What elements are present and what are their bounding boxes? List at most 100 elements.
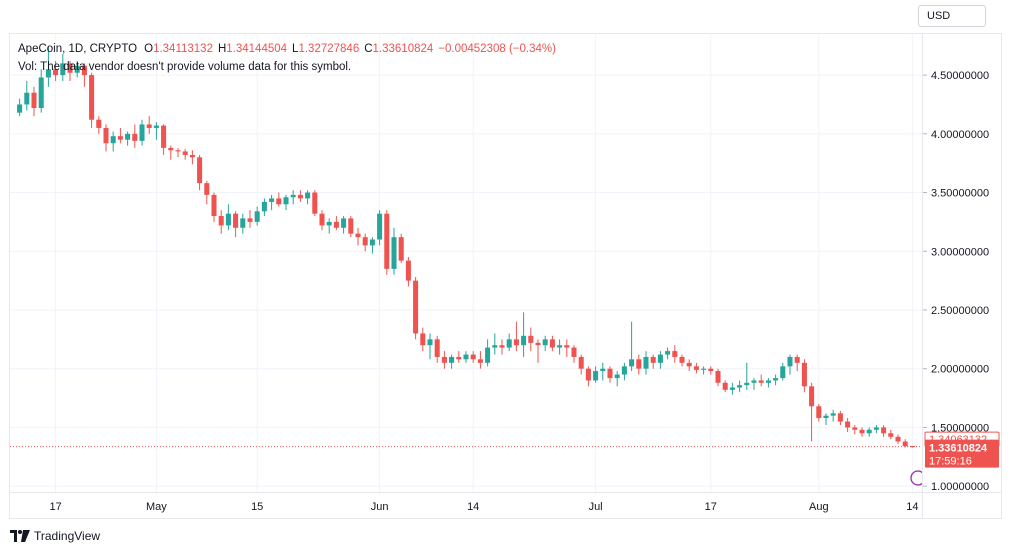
- candle: [197, 154, 203, 191]
- candle-body: [211, 194, 217, 217]
- candle: [866, 427, 872, 437]
- candle: [362, 233, 368, 252]
- time-axis[interactable]: 17May15Jun14Jul17Aug14Sep: [10, 492, 922, 519]
- candle: [81, 63, 87, 87]
- brand-name: TradingView: [34, 529, 101, 543]
- grid-lines: [10, 34, 922, 492]
- candle: [751, 378, 757, 390]
- price-axis-svg: 1.00000000 1.50000000 2.00000000 2.50000000…: [923, 70, 1000, 492]
- candle: [427, 333, 433, 360]
- candle-body: [197, 157, 203, 184]
- candle: [708, 366, 714, 375]
- candle-body: [787, 356, 793, 367]
- candle: [297, 190, 303, 202]
- time-tick-label: Jul: [589, 501, 603, 513]
- candle-body: [528, 335, 534, 343]
- candle: [117, 127, 123, 144]
- candle: [218, 210, 224, 234]
- price-tick-label: 1.50000000: [931, 422, 989, 434]
- tradingview-attribution[interactable]: TradingView: [10, 529, 100, 543]
- candle-body: [902, 441, 908, 447]
- candle-body: [830, 413, 836, 416]
- price-tick-label: 3.00000000: [931, 246, 989, 258]
- candle: [492, 333, 498, 355]
- candle: [333, 216, 339, 231]
- candle-body: [607, 368, 613, 379]
- candle-body: [218, 216, 224, 226]
- candle: [17, 98, 23, 117]
- candle-body: [485, 347, 491, 363]
- candle-body: [859, 429, 865, 434]
- candle: [873, 425, 879, 434]
- last-price-badge: [925, 439, 999, 468]
- candle: [506, 333, 512, 352]
- candle-body: [578, 356, 584, 369]
- price-axis[interactable]: 1.00000000 1.50000000 2.00000000 2.50000000…: [922, 34, 1002, 492]
- candle-body: [110, 136, 116, 144]
- candle: [809, 382, 815, 442]
- candle: [521, 312, 527, 357]
- candle: [585, 366, 591, 387]
- candle-body: [254, 211, 260, 222]
- candle-body: [708, 368, 714, 372]
- candle: [269, 194, 275, 211]
- candle: [38, 69, 44, 113]
- candle: [621, 362, 627, 381]
- candle-body: [333, 221, 339, 228]
- candle: [643, 351, 649, 375]
- candlestick-chart[interactable]: [10, 34, 922, 492]
- time-tick-label: May: [146, 501, 167, 513]
- price-tick-label: 2.50000000: [931, 305, 989, 317]
- candle-body: [873, 427, 879, 430]
- candle-body: [614, 374, 620, 379]
- candle-body: [477, 359, 483, 363]
- candle-body: [269, 198, 275, 202]
- candle: [240, 213, 246, 234]
- candle: [909, 446, 915, 448]
- candle-body: [233, 213, 239, 228]
- candle-body: [276, 198, 282, 205]
- candle: [607, 366, 613, 383]
- symbol-label: ApeCoin, 1D, CRYPTO: [18, 43, 138, 55]
- candle-body: [499, 345, 505, 348]
- candle-body: [434, 339, 440, 357]
- candle-body: [413, 280, 419, 334]
- candle-body: [283, 197, 289, 205]
- candle-body: [38, 77, 44, 108]
- price-tick-label: 1.00000000: [931, 481, 989, 492]
- candle-body: [290, 194, 296, 198]
- candle-body: [809, 386, 815, 407]
- close-value: 1.33610824: [372, 43, 434, 55]
- candle-body: [74, 65, 80, 73]
- candle-body: [866, 429, 872, 434]
- candle-body: [701, 368, 707, 370]
- plot-area[interactable]: ApeCoin, 1D, CRYPTO O 1.34113132 H 1.34144…: [10, 34, 922, 492]
- candle-body: [146, 124, 152, 128]
- candle: [312, 190, 318, 217]
- candle: [441, 351, 447, 369]
- open-key: O: [144, 43, 154, 55]
- candle-body: [362, 237, 368, 246]
- candle-body: [297, 194, 303, 199]
- candle: [146, 116, 152, 134]
- candle: [852, 425, 858, 435]
- candle-body: [305, 192, 311, 199]
- candle-body: [204, 183, 210, 195]
- candle: [254, 206, 260, 226]
- candle-body: [585, 368, 591, 381]
- candle-body: [744, 382, 750, 386]
- candle-body: [729, 387, 735, 390]
- candle: [571, 345, 577, 363]
- candle-body: [405, 260, 411, 281]
- candle: [398, 233, 404, 263]
- candle: [31, 86, 37, 117]
- time-tick-label: 17: [705, 501, 717, 513]
- candle-body: [117, 136, 123, 140]
- candle-body: [636, 359, 642, 369]
- chart-legend: ApeCoin, 1D, CRYPTO O 1.34113132 H 1.34144…: [18, 42, 556, 74]
- candle-body: [600, 368, 606, 372]
- candle: [657, 351, 663, 369]
- currency-button[interactable]: USD: [918, 5, 986, 27]
- candle: [305, 190, 311, 205]
- candle-body: [657, 354, 663, 363]
